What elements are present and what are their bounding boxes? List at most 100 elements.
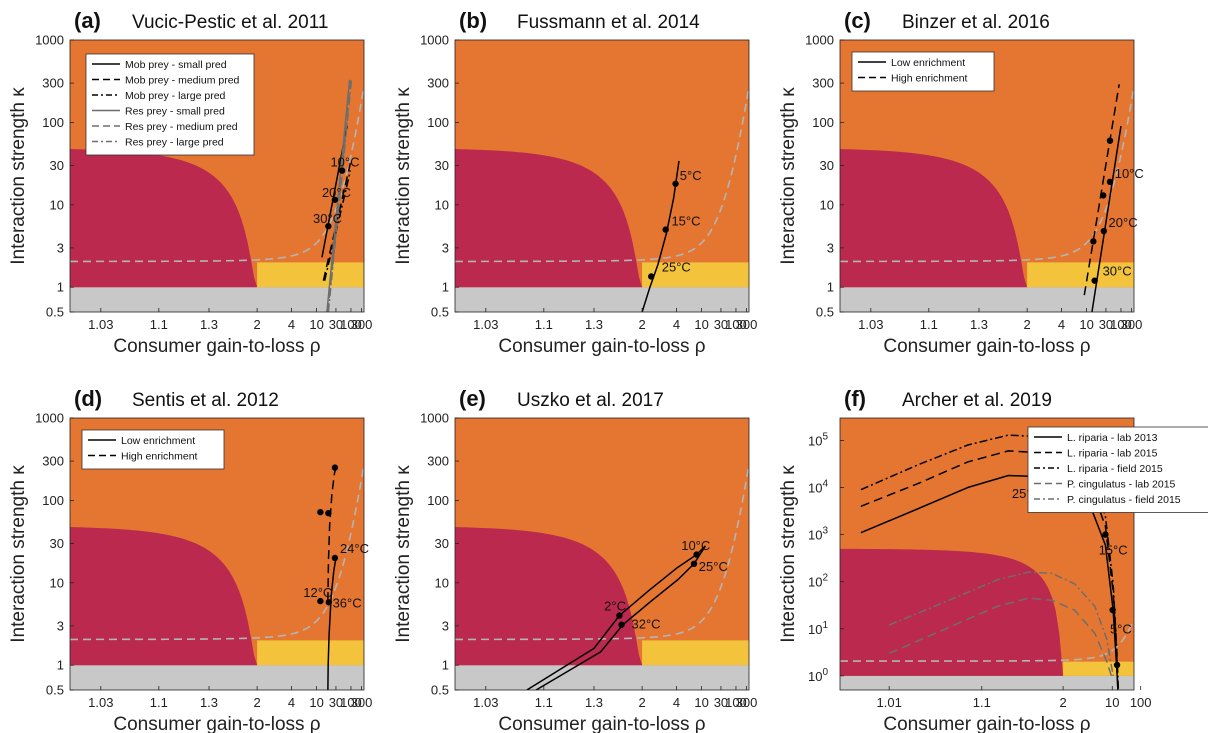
panel-title: Fussmann et al. 2014 [517, 12, 700, 33]
x-tick-label: 10 [694, 695, 708, 710]
region-gray [70, 665, 364, 690]
y-axis-label: Interaction strength κ [393, 87, 414, 265]
panel-f: 25°C15°C5°C1.01 1.1 2 10 1001001011021031041… [778, 386, 1208, 733]
data-point-5 [331, 464, 339, 471]
temperature-label: 10°C [681, 538, 710, 553]
y-tick-label: 300 [427, 454, 449, 469]
data-point-0 [317, 597, 324, 605]
series-line-5 [327, 79, 353, 312]
series-line-3 [888, 597, 1113, 677]
x-tick-label: 30 [714, 317, 728, 332]
legend-entry: P. cingulatus - field 2015 [1067, 494, 1181, 506]
data-point-1 [325, 599, 332, 606]
y-tick-label: 30 [435, 536, 449, 551]
region-gray [455, 665, 749, 690]
y-tick-label: 1000 [35, 411, 64, 426]
panel-b: 5°C15°C25°C1.03 1.1 1.3 2 4 10 301003000.51310… [393, 8, 757, 357]
y-tick-label: 103 [808, 526, 828, 543]
y-tick-label: 3 [442, 240, 449, 255]
temperature-label: 5°C [680, 168, 702, 183]
data-point-2 [648, 273, 655, 280]
temperature-label: 32°C [632, 616, 661, 631]
x-tick-label: 4 [1058, 317, 1065, 332]
y-tick-label: 100 [427, 493, 449, 508]
data-point-2 [1109, 606, 1116, 614]
region-red [455, 149, 643, 288]
y-tick-label: 102 [808, 573, 828, 590]
plot-area [70, 418, 364, 690]
y-tick-label: 1 [57, 658, 64, 673]
plot-area [455, 40, 749, 312]
boundary-curve [70, 86, 364, 263]
data-point-0 [672, 180, 679, 187]
x-tick-label: 300 [351, 695, 373, 710]
x-tick-label: 10 [309, 317, 323, 332]
data-point-1 [1102, 531, 1109, 538]
x-axis-label: Consumer gain-to-loss ρ [883, 336, 1090, 357]
panel-label: (a) [74, 8, 101, 33]
x-tick-label: 1.1 [920, 317, 938, 332]
x-tick-label: 1.3 [585, 317, 603, 332]
x-tick-label: 4 [673, 695, 680, 710]
data-point-2 [331, 554, 339, 562]
y-tick-label: 1000 [420, 33, 449, 48]
x-tick-label: 1.1 [150, 695, 168, 710]
x-tick-label: 100 [725, 317, 747, 332]
x-tick-label: 30 [329, 317, 343, 332]
temperature-label: 30°C [1103, 264, 1132, 279]
x-tick-label: 1.03 [88, 317, 113, 332]
temperature-label: 24°C [340, 541, 369, 556]
data-point-2 [1090, 238, 1097, 245]
y-tick-label: 105 [808, 431, 828, 448]
panel-title: Archer et al. 2019 [902, 390, 1052, 411]
temperature-label: 2°C [604, 599, 626, 614]
data-point-5 [1091, 277, 1098, 284]
y-tick-label: 300 [42, 454, 64, 469]
x-tick-label: 1.3 [200, 317, 218, 332]
panel-c: 10°C20°C30°C1.03 1.1 1.3 2 4 10 301003000.5131… [778, 8, 1144, 357]
axes-frame [839, 39, 1135, 313]
x-tick-label: 10 [1079, 317, 1093, 332]
y-tick-label: 100 [42, 493, 64, 508]
legend-entry: Mob prey - medium pred [125, 75, 240, 87]
legend: Low enrichment High enrichment [851, 51, 995, 92]
temperature-label: 25°C [699, 559, 728, 574]
data-point-4 [325, 509, 332, 517]
region-yellow [642, 262, 749, 288]
y-tick-label: 30 [50, 158, 64, 173]
plot-area [455, 418, 749, 690]
panel-label: (c) [844, 8, 871, 33]
y-tick-label: 30 [435, 158, 449, 173]
panel-title: Sentis et al. 2012 [132, 390, 279, 411]
legend-entry: L. riparia - lab 2015 [1067, 448, 1158, 460]
x-axis-label: Consumer gain-to-loss ρ [498, 714, 705, 733]
temperature-label: 12°C [303, 585, 332, 600]
y-tick-label: 0.5 [816, 305, 834, 320]
panel-label: (f) [844, 386, 866, 411]
y-tick-label: 1000 [35, 33, 64, 48]
y-tick-label: 0.5 [46, 683, 64, 698]
x-tick-label: 1.03 [473, 695, 498, 710]
legend-entry: L. riparia - field 2015 [1067, 463, 1163, 475]
panel-e: 2°C32°C10°C25°C1.03 1.1 1.3 2 4 10 301003000.5… [393, 386, 757, 733]
series-line-2 [323, 170, 352, 281]
x-tick-label: 1.01 [877, 695, 902, 710]
series-line-0 [641, 160, 680, 312]
y-tick-label: 3 [827, 240, 834, 255]
panel-d: 12°C36°C24°C1.03 1.1 1.3 2 4 10 301003000.5131… [8, 386, 372, 733]
y-tick-label: 1000 [420, 411, 449, 426]
legend-entry: High enrichment [891, 73, 968, 85]
temperature-label: 25°C [662, 260, 691, 275]
y-tick-label: 10 [50, 575, 64, 590]
legend-box [851, 51, 995, 92]
legend-entry: Res prey - small pred [125, 106, 225, 118]
region-yellow [642, 640, 749, 666]
data-point-1 [618, 621, 625, 628]
axes-frame [839, 417, 1135, 691]
y-tick-label: 101 [808, 620, 828, 637]
x-tick-label: 100 [1110, 317, 1132, 332]
y-tick-label: 30 [50, 536, 64, 551]
region-red [70, 149, 258, 288]
data-point-1 [1100, 192, 1107, 199]
x-tick-label: 1.03 [88, 695, 113, 710]
